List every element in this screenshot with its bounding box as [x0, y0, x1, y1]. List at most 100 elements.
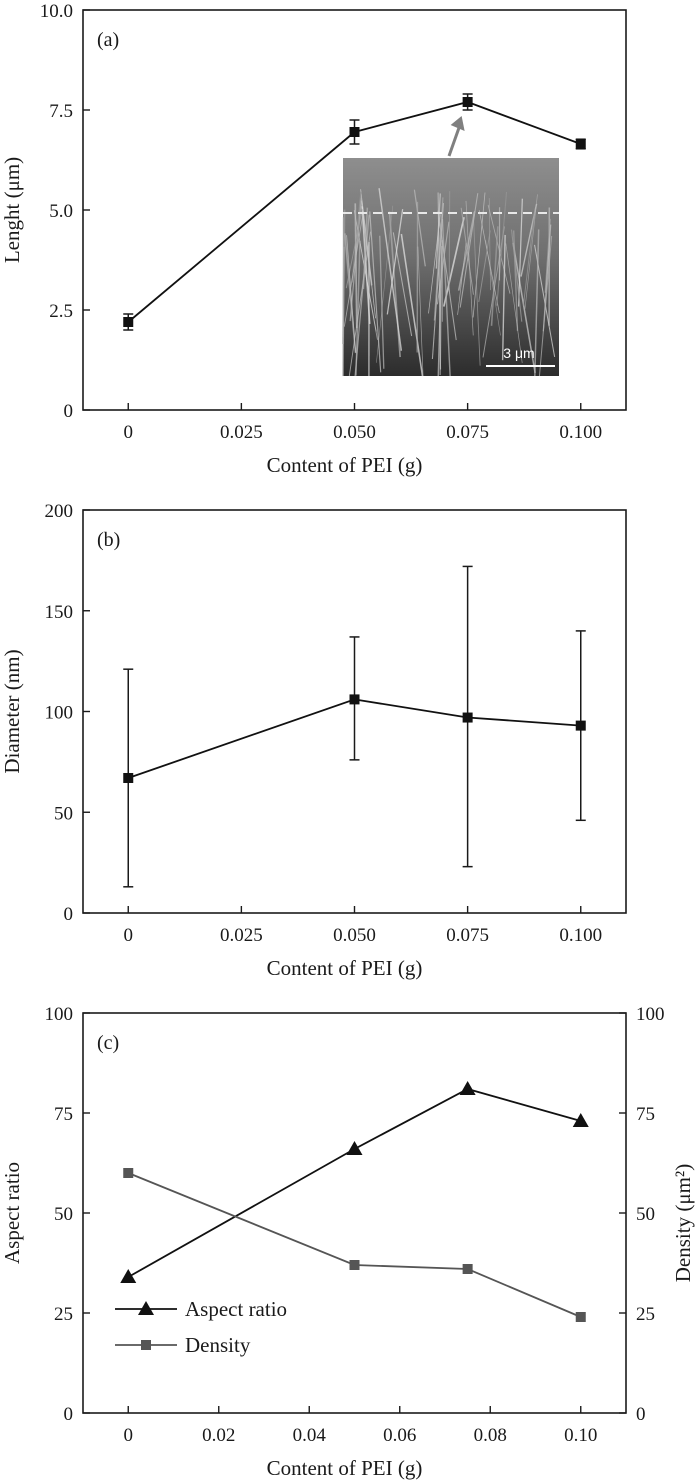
nanowire-strand — [490, 226, 499, 326]
nanowire-strand — [361, 206, 371, 324]
y-axis-label: Lenght (μm) — [0, 157, 24, 263]
nanowire-strand — [348, 231, 371, 377]
square-marker — [462, 97, 473, 107]
nanowire-strand — [496, 191, 508, 306]
square-marker — [462, 712, 473, 723]
y-tick-label: 75 — [54, 1104, 73, 1125]
y-axis-label-right: Density (μm²) — [671, 1164, 695, 1282]
y2-tick-label: 75 — [636, 1104, 655, 1125]
x-tick-label: 0 — [124, 422, 134, 443]
x-tick-label: 0.04 — [293, 1425, 327, 1446]
y-tick-label: 5.0 — [49, 201, 73, 222]
x-axis-label: Content of PEI (g) — [267, 1456, 423, 1480]
x-tick-label: 0.050 — [333, 925, 376, 946]
triangle-marker — [120, 1269, 137, 1283]
y2-tick-label: 100 — [636, 1004, 665, 1025]
triangle-marker — [459, 1081, 476, 1095]
nanowire-strand — [538, 235, 553, 377]
y2-tick-label: 25 — [636, 1304, 655, 1325]
x-tick-label: 0.100 — [559, 925, 602, 946]
x-tick-label: 0.100 — [559, 422, 602, 443]
nanowire-strand — [376, 205, 394, 363]
nanowire-strand — [505, 243, 523, 364]
square-marker — [349, 694, 360, 705]
nanowire-strand — [346, 235, 356, 353]
x-tick-label: 0.10 — [564, 1425, 597, 1446]
nanowire-strand — [441, 218, 451, 377]
x-axis-label: Content of PEI (g) — [267, 956, 423, 980]
nanowire-strand — [342, 246, 345, 377]
legend-entry: Density — [115, 1333, 251, 1357]
series-line — [127, 101, 582, 323]
square-marker — [575, 720, 586, 731]
x-tick-label: 0.075 — [446, 925, 489, 946]
legend-triangle-marker — [138, 1301, 154, 1315]
sem-inset-image: 3 μm — [342, 158, 559, 377]
x-tick-label: 0 — [124, 1425, 134, 1446]
panel-label: (b) — [97, 529, 120, 551]
legend-square-marker — [141, 1340, 151, 1350]
y-tick-label: 50 — [54, 1204, 73, 1225]
y-tick-label: 2.5 — [49, 301, 73, 322]
nanowire-strand — [472, 212, 481, 366]
square-marker — [123, 772, 134, 783]
nanowire-strand — [442, 217, 465, 307]
legend-entry: Aspect ratio — [115, 1297, 287, 1321]
nanowire-strand — [400, 233, 424, 377]
y-tick-label: 0 — [64, 401, 74, 422]
legend-label: Density — [185, 1333, 251, 1357]
nanowire-strand — [345, 209, 363, 289]
chart-panel-2: 0 0.025 0.050 0.075 0.100 0 50 100 150 200 Content… — [0, 501, 627, 980]
nanowire-strand — [510, 229, 523, 322]
x-axis-label: Content of PEI (g) — [267, 453, 423, 477]
square-marker — [123, 317, 134, 327]
x-tick-label: 0.025 — [220, 422, 263, 443]
nanowire-strand — [378, 188, 403, 351]
y-tick-label: 7.5 — [49, 101, 73, 122]
y-tick-label: 200 — [45, 501, 74, 522]
y-tick-label: 25 — [54, 1304, 73, 1325]
y-tick-label: 10.0 — [40, 1, 73, 22]
triangle-marker — [346, 1141, 363, 1155]
panel-label: (a) — [97, 29, 119, 51]
nanowire-strand — [478, 230, 491, 302]
nanowire-strand — [457, 210, 476, 291]
y2-tick-label: 50 — [636, 1204, 655, 1225]
nanowire-strand — [413, 189, 426, 267]
square-marker — [575, 1312, 586, 1322]
nanowire-strand — [379, 235, 385, 369]
x-tick-label: 0 — [124, 925, 134, 946]
nanowire-strand — [431, 203, 444, 360]
plot-frame — [82, 1012, 627, 1414]
x-tick-label: 0.050 — [333, 422, 376, 443]
legend-label: Aspect ratio — [185, 1297, 287, 1321]
chart-panel-3: 0 0.02 0.04 0.06 0.08 0.10 0 25 50 75 100 0 25 50 75 10… — [0, 1004, 695, 1480]
inset-background — [343, 158, 559, 376]
y-tick-label: 100 — [45, 1004, 74, 1025]
nanowire-strand — [478, 210, 500, 314]
nanowire-strand — [354, 203, 358, 329]
square-marker — [123, 1168, 134, 1178]
nanowire-strand — [417, 246, 424, 377]
nanowire-strand — [386, 209, 404, 315]
square-marker — [349, 127, 360, 137]
triangle-marker — [572, 1113, 589, 1127]
nanowire-strand — [437, 192, 442, 370]
y-tick-label: 50 — [54, 803, 73, 824]
square-marker — [349, 1260, 360, 1270]
nanowire-strand — [362, 207, 369, 289]
nanowire-strand — [534, 229, 540, 377]
x-tick-label: 0.08 — [474, 1425, 507, 1446]
y2-tick-label: 0 — [636, 1404, 646, 1425]
nanowire-strand — [343, 214, 364, 327]
inset-arrow-shaft — [447, 125, 462, 157]
panel-label: (c) — [97, 1032, 119, 1054]
inset-arrow-head — [450, 116, 465, 131]
y-axis-label: Aspect ratio — [0, 1162, 24, 1264]
x-tick-label: 0.02 — [202, 1425, 235, 1446]
nanowire-strand — [522, 208, 536, 306]
series-line — [127, 1088, 582, 1278]
nanowire-strand — [512, 230, 519, 331]
square-marker — [575, 139, 586, 149]
nanowire-strand — [501, 234, 506, 361]
